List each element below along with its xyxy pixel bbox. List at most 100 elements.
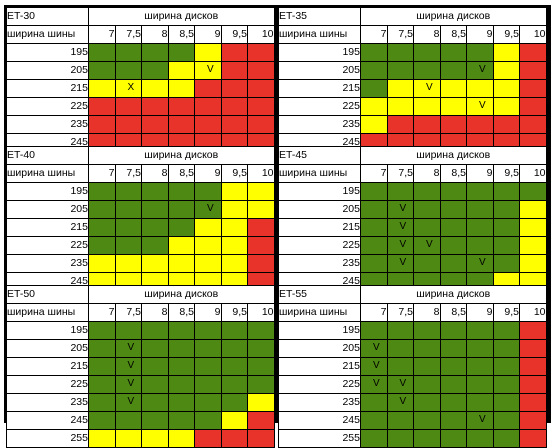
compatibility-cell (413, 115, 441, 134)
compatibility-cell (220, 182, 248, 201)
compatibility-cell (466, 321, 494, 340)
compatibility-cell (360, 429, 388, 448)
rim-width-value: 10 (519, 25, 547, 44)
compatibility-cell (141, 218, 169, 237)
compatibility-cell (466, 236, 494, 255)
tire-width-value: 205 (6, 200, 89, 219)
compatibility-cell (167, 79, 195, 98)
compatibility-cell (247, 411, 275, 430)
compatibility-cell (114, 321, 142, 340)
compatibility-cell: V (413, 236, 441, 255)
tire-width-label: ширина шины (278, 164, 361, 183)
cell-mark: V (399, 378, 407, 389)
compatibility-cell: V (386, 236, 414, 255)
table-row: 235 V (278, 393, 547, 412)
rim-width-header: ширина дисков (88, 146, 275, 165)
compatibility-cell (492, 339, 520, 358)
table-row: 215 V (278, 357, 547, 376)
compatibility-cell (194, 339, 222, 358)
rim-width-header: ширина дисков (360, 146, 547, 165)
compatibility-cell (88, 79, 116, 98)
compatibility-cell: V (360, 339, 388, 358)
compatibility-cell (360, 218, 388, 237)
rim-width-value: 10 (247, 164, 275, 183)
table-row: 215 V (278, 79, 547, 98)
rim-width-value: 9 (194, 25, 222, 44)
compatibility-cell (194, 115, 222, 134)
compatibility-cell (439, 236, 467, 255)
table-row: 195 (6, 43, 275, 62)
rim-width-value: 7 (88, 303, 116, 322)
compatibility-cell: V (360, 375, 388, 394)
compatibility-cell (519, 200, 547, 219)
compatibility-cell (114, 43, 142, 62)
compatibility-cell (141, 61, 169, 80)
tire-width-value: 205 (6, 339, 89, 358)
compatibility-cell (141, 357, 169, 376)
compatibility-cell (220, 79, 248, 98)
rim-width-header: ширина дисков (360, 7, 547, 26)
compatibility-cell (88, 97, 116, 116)
tire-width-value: 215 (6, 218, 89, 237)
compatibility-cell (360, 115, 388, 134)
compatibility-cell (413, 429, 441, 448)
rim-width-value: 10 (519, 164, 547, 183)
compatibility-cell (114, 218, 142, 237)
table-row: 195 (6, 321, 275, 340)
rim-width-value: 7,5 (114, 164, 142, 183)
compatibility-table: ET-50 ширина дисков ширина шины 7 7,5 8 8,5 9 9,… (6, 285, 275, 448)
tire-width-value: 205 (6, 61, 89, 80)
rim-width-value: 7,5 (386, 303, 414, 322)
tire-width-label: ширина шины (6, 164, 89, 183)
compatibility-cell (114, 115, 142, 134)
table-row: 205 V (278, 339, 547, 358)
tire-width-value: 205 (278, 339, 361, 358)
compatibility-cell (466, 115, 494, 134)
cell-mark: V (399, 203, 407, 214)
offset-title: ET-50 (6, 285, 89, 304)
compatibility-cell (114, 254, 142, 273)
compatibility-cell (413, 339, 441, 358)
rim-width-value: 8,5 (167, 164, 195, 183)
compatibility-cell (220, 97, 248, 116)
compatibility-cell (519, 411, 547, 430)
compatibility-cell (167, 254, 195, 273)
cell-mark: V (399, 257, 407, 268)
compatibility-cell (386, 43, 414, 62)
compatibility-cell (413, 254, 441, 273)
compatibility-cell: V (386, 254, 414, 273)
rim-width-header: ширина дисков (88, 7, 275, 26)
compatibility-cell (439, 97, 467, 116)
compatibility-cell (194, 43, 222, 62)
compatibility-cell (167, 357, 195, 376)
tire-width-value: 255 (6, 429, 89, 448)
compatibility-cell (88, 411, 116, 430)
rim-width-value: 7 (360, 25, 388, 44)
compatibility-cell (88, 429, 116, 448)
compatibility-cell (386, 79, 414, 98)
compatibility-cell (114, 236, 142, 255)
compatibility-cell: V (386, 218, 414, 237)
compatibility-cell (88, 182, 116, 201)
compatibility-cell (519, 79, 547, 98)
offset-title: ET-55 (278, 285, 361, 304)
rim-width-header: ширина дисков (360, 285, 547, 304)
compatibility-cell (114, 182, 142, 201)
compatibility-cell (492, 321, 520, 340)
compatibility-cell (141, 321, 169, 340)
compatibility-cell (167, 375, 195, 394)
table-row: 215 V (278, 218, 547, 237)
rim-width-value: 8 (413, 303, 441, 322)
table-row: 195 (278, 182, 547, 201)
tire-width-value: 215 (278, 79, 361, 98)
compatibility-cell (439, 375, 467, 394)
compatibility-cell (386, 115, 414, 134)
compatibility-cell (167, 200, 195, 219)
rim-width-value: 8 (141, 25, 169, 44)
table-row: 225 (6, 97, 275, 116)
compatibility-cell (386, 339, 414, 358)
compatibility-cell (439, 429, 467, 448)
compatibility-cell (247, 357, 275, 376)
compatibility-cell (360, 182, 388, 201)
cell-mark: V (127, 342, 135, 353)
